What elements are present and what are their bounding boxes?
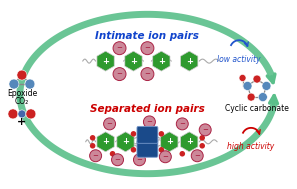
Circle shape [112, 154, 124, 166]
Circle shape [262, 81, 271, 90]
Circle shape [17, 70, 27, 80]
Text: +: + [130, 57, 137, 66]
Text: +: + [186, 57, 193, 66]
Text: −: − [202, 127, 208, 133]
Text: −: − [93, 153, 99, 159]
Text: −: − [179, 121, 185, 127]
Text: Cyclic carbonate: Cyclic carbonate [225, 105, 289, 113]
Circle shape [258, 93, 267, 101]
Text: CO₂: CO₂ [15, 97, 29, 106]
Polygon shape [153, 51, 170, 71]
Polygon shape [161, 132, 178, 152]
Polygon shape [117, 132, 134, 152]
Circle shape [141, 68, 154, 81]
Text: +: + [122, 137, 129, 146]
Circle shape [159, 147, 164, 153]
FancyBboxPatch shape [137, 140, 158, 157]
Polygon shape [97, 51, 114, 71]
Text: −: − [107, 121, 113, 127]
Polygon shape [97, 132, 114, 152]
Text: −: − [144, 71, 150, 77]
Circle shape [199, 143, 205, 149]
Circle shape [25, 79, 35, 89]
Circle shape [143, 116, 155, 128]
Circle shape [179, 151, 185, 156]
Circle shape [113, 68, 126, 81]
Polygon shape [181, 132, 198, 152]
Text: +: + [102, 137, 109, 146]
Circle shape [131, 147, 136, 153]
Circle shape [253, 75, 261, 83]
Circle shape [141, 42, 154, 55]
Text: Epoxide: Epoxide [7, 88, 37, 98]
Text: Separated ion pairs: Separated ion pairs [90, 104, 205, 114]
Circle shape [239, 74, 246, 81]
Text: −: − [162, 154, 168, 160]
Circle shape [9, 79, 19, 89]
Circle shape [18, 110, 26, 118]
Circle shape [113, 42, 126, 55]
Text: −: − [144, 45, 150, 51]
Text: high activity: high activity [228, 142, 275, 151]
Circle shape [131, 131, 136, 137]
Circle shape [176, 118, 188, 130]
Circle shape [90, 143, 95, 149]
Circle shape [199, 135, 205, 141]
Text: −: − [117, 45, 122, 51]
Text: +: + [158, 57, 165, 66]
Circle shape [104, 118, 116, 130]
Polygon shape [125, 51, 142, 71]
Circle shape [8, 109, 18, 119]
Circle shape [199, 124, 211, 136]
Text: −: − [146, 119, 152, 125]
Text: Intimate ion pairs: Intimate ion pairs [95, 31, 199, 41]
Circle shape [247, 93, 255, 101]
Text: low activity: low activity [217, 55, 261, 64]
Text: −: − [117, 71, 122, 77]
Circle shape [191, 150, 203, 162]
Circle shape [159, 131, 164, 137]
FancyBboxPatch shape [137, 126, 158, 143]
Text: +: + [102, 57, 109, 66]
Circle shape [26, 109, 36, 119]
Text: +: + [166, 137, 173, 146]
Text: −: − [137, 157, 142, 163]
Circle shape [243, 81, 252, 90]
Circle shape [133, 154, 146, 166]
Text: −: − [194, 153, 200, 159]
Circle shape [110, 151, 115, 156]
Text: −: − [115, 157, 121, 163]
Circle shape [159, 151, 171, 163]
Polygon shape [181, 51, 198, 71]
Circle shape [90, 150, 102, 162]
Circle shape [90, 135, 95, 141]
Text: +: + [17, 117, 26, 127]
Text: +: + [186, 137, 193, 146]
